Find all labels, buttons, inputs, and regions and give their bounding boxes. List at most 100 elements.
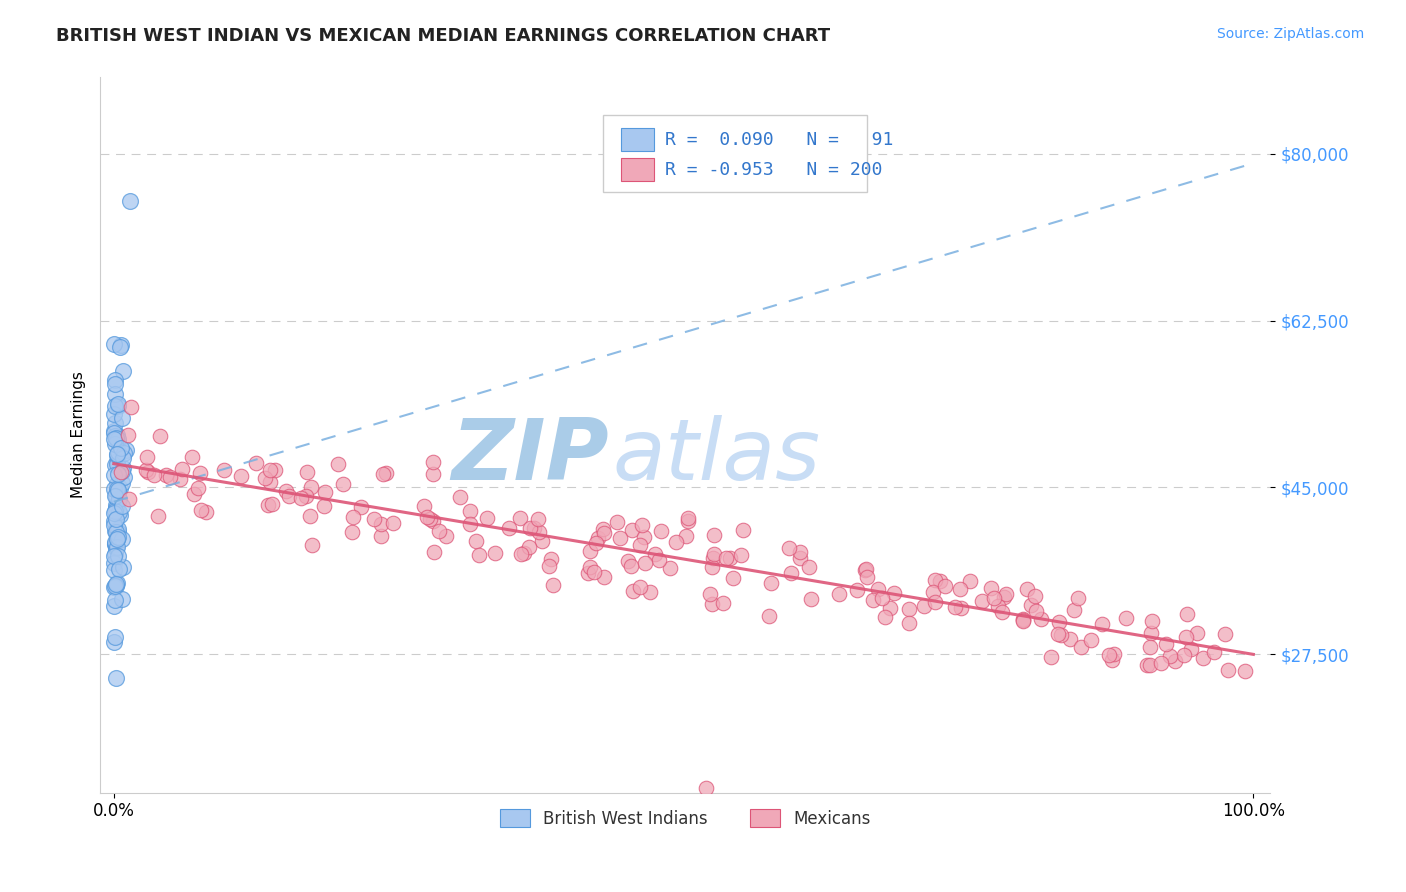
Point — [592, 522, 614, 536]
Point — [628, 580, 651, 594]
Point — [650, 524, 672, 539]
Point — [107, 549, 129, 564]
Point — [105, 476, 128, 491]
Point — [621, 524, 644, 538]
Point — [105, 448, 128, 462]
Point — [105, 454, 128, 468]
Point — [1011, 611, 1033, 625]
Point — [1101, 653, 1123, 667]
Point — [883, 586, 905, 600]
Point — [980, 581, 1002, 595]
Point — [422, 514, 444, 528]
Point — [114, 442, 136, 457]
Point — [105, 540, 128, 554]
Point — [107, 434, 129, 449]
Point — [468, 548, 491, 562]
Point — [107, 483, 129, 497]
Text: BRITISH WEST INDIAN VS MEXICAN MEDIAN EARNINGS CORRELATION CHART: BRITISH WEST INDIAN VS MEXICAN MEDIAN EA… — [56, 27, 831, 45]
Point — [253, 471, 276, 485]
Point — [1080, 632, 1102, 647]
Point — [730, 548, 752, 562]
Point — [921, 584, 943, 599]
Point — [1115, 610, 1137, 624]
Point — [970, 594, 993, 608]
Point — [104, 537, 127, 551]
Point — [633, 557, 655, 571]
Point — [1047, 627, 1070, 641]
Point — [1039, 650, 1062, 665]
Point — [412, 499, 434, 513]
Point — [1164, 654, 1187, 668]
Point — [112, 450, 135, 465]
Point — [180, 450, 202, 464]
Point — [1050, 628, 1073, 642]
Point — [638, 585, 661, 599]
Point — [703, 547, 725, 561]
Point — [314, 500, 336, 514]
Point — [146, 508, 169, 523]
Point — [103, 425, 125, 440]
Point — [987, 599, 1010, 613]
Point — [758, 609, 780, 624]
Point — [104, 500, 127, 515]
Point — [713, 596, 735, 610]
Point — [103, 425, 125, 439]
Point — [797, 559, 820, 574]
Point — [1140, 614, 1163, 628]
Point — [105, 577, 128, 591]
Point — [135, 450, 157, 464]
Point — [105, 431, 128, 445]
Point — [780, 566, 803, 581]
Bar — [621, 128, 654, 151]
Point — [118, 492, 141, 507]
Point — [103, 592, 125, 607]
Point — [103, 506, 125, 520]
Point — [1091, 617, 1114, 632]
Point — [295, 489, 318, 503]
Point — [259, 463, 281, 477]
Point — [1192, 651, 1215, 665]
Point — [143, 468, 166, 483]
Point — [121, 400, 143, 414]
Point — [187, 481, 209, 495]
Point — [172, 461, 194, 475]
Point — [108, 562, 131, 576]
Point — [104, 504, 127, 518]
Point — [1059, 632, 1081, 647]
Point — [517, 541, 540, 555]
Point — [110, 465, 132, 479]
Point — [105, 533, 128, 547]
Point — [991, 605, 1014, 619]
Point — [1025, 604, 1047, 618]
Point — [104, 524, 127, 538]
Point — [628, 538, 651, 552]
Point — [105, 533, 128, 547]
Point — [702, 560, 724, 574]
Point — [1154, 637, 1177, 651]
Point — [879, 601, 901, 615]
Point — [259, 475, 281, 489]
Point — [104, 534, 127, 549]
Point — [1019, 598, 1042, 612]
Point — [103, 563, 125, 577]
Point — [1098, 648, 1121, 662]
Point — [135, 463, 157, 477]
Point — [299, 480, 322, 494]
Point — [789, 545, 811, 559]
Point — [529, 524, 551, 539]
Point — [111, 592, 134, 607]
Point — [350, 500, 373, 514]
Point — [1139, 658, 1161, 673]
Point — [103, 468, 125, 483]
Point — [107, 494, 129, 508]
Point — [103, 549, 125, 563]
Point — [107, 521, 129, 535]
Point — [510, 547, 533, 561]
Point — [695, 780, 717, 795]
Point — [943, 599, 966, 614]
Point — [458, 517, 481, 532]
Point — [540, 552, 562, 566]
Text: R =  0.090   N =   91: R = 0.090 N = 91 — [665, 130, 894, 149]
Point — [665, 535, 688, 549]
Point — [301, 538, 323, 552]
